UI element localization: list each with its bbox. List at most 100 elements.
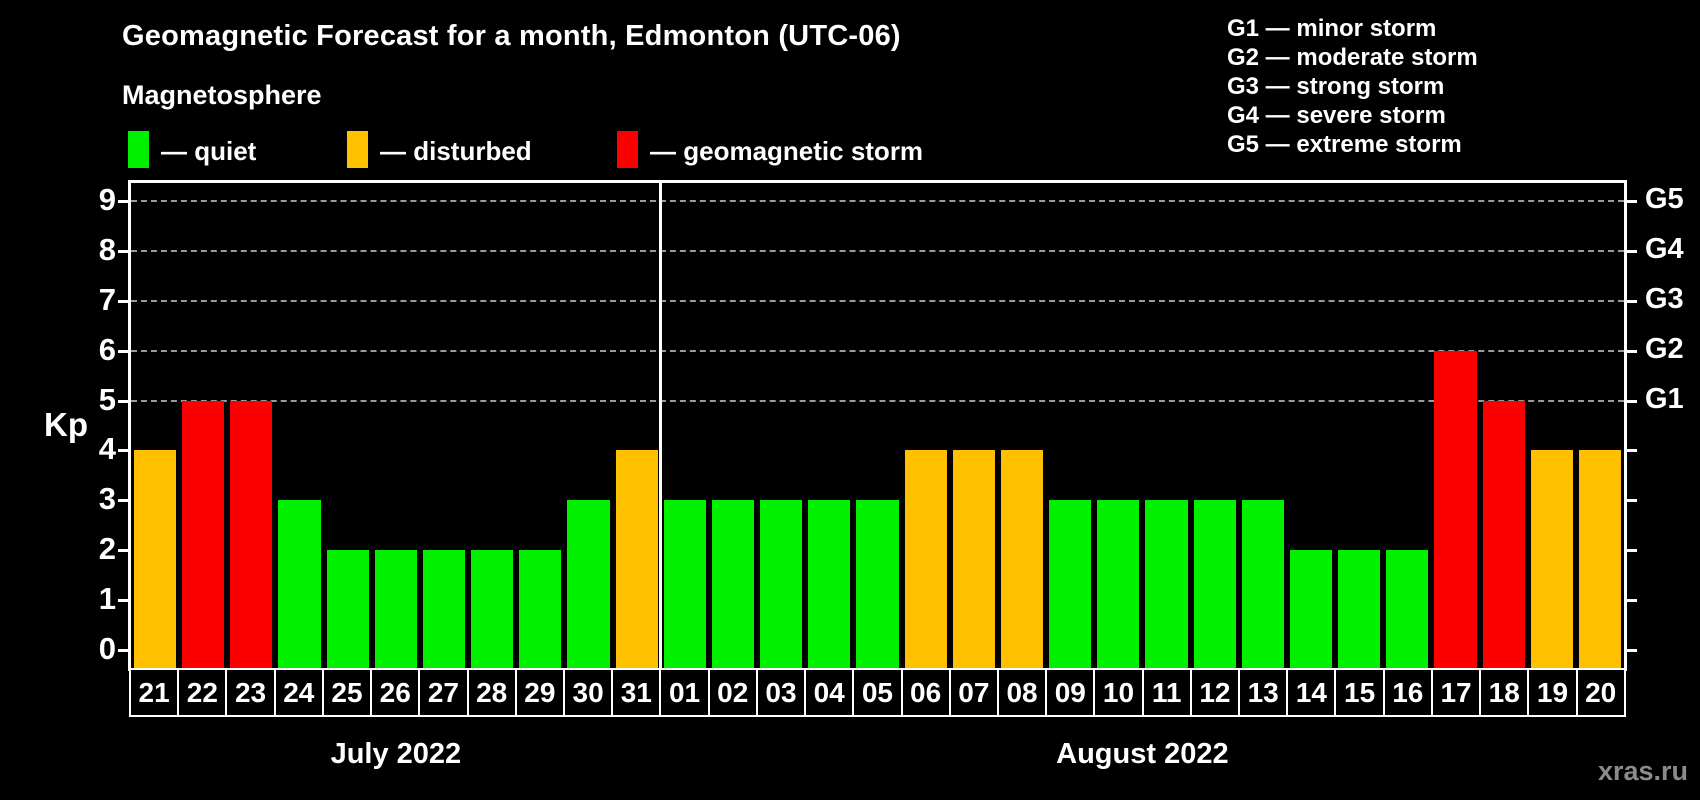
- legend-label-storm: — geomagnetic storm: [650, 136, 924, 166]
- day-cell-06: 06: [900, 668, 951, 717]
- bar-day-17: [1434, 350, 1477, 668]
- page-title: Geomagnetic Forecast for a month, Edmont…: [122, 20, 901, 52]
- bar-day-15: [1338, 550, 1381, 668]
- bar-day-18: [1482, 400, 1525, 668]
- magnetosphere-subtitle: Magnetosphere: [122, 80, 322, 110]
- gridline-kp-5: [131, 399, 1624, 402]
- left-tick-kp-1: [118, 599, 128, 603]
- bar-day-23: [230, 400, 273, 668]
- right-tick-kp-0: [1627, 649, 1637, 652]
- y-axis-title: Kp: [44, 406, 88, 443]
- bar-day-25: [326, 550, 369, 668]
- right-tick-kp-1: [1627, 599, 1637, 603]
- bar-day-01: [663, 500, 706, 668]
- day-cell-04: 04: [804, 668, 855, 717]
- bar-day-30: [567, 500, 610, 668]
- bar-day-19: [1530, 450, 1573, 668]
- bar-day-04: [808, 500, 851, 668]
- day-cell-29: 29: [514, 668, 565, 717]
- gridline-kp-6: [131, 349, 1624, 352]
- right-tick-kp-2: [1627, 549, 1637, 553]
- bar-day-03: [760, 500, 803, 668]
- right-tick-kp-5: [1627, 399, 1637, 403]
- day-cell-20: 20: [1575, 668, 1626, 717]
- day-axis-row: 21 22 23 24 25 26 27 28 29 30 31 01 02 03 04 05 06 07 08 09…: [129, 668, 1626, 717]
- day-cell-07: 07: [948, 668, 999, 717]
- gridline-kp-8: [131, 249, 1624, 252]
- g-legend-line-1: G1 — minor storm: [1227, 15, 1437, 42]
- kp-axis-label-2: 2: [98, 531, 116, 567]
- g-axis-label-G1: G1: [1645, 382, 1684, 415]
- left-tick-kp-6: [118, 349, 128, 353]
- right-tick-kp-3: [1627, 499, 1637, 503]
- legend-swatch-quiet: [128, 131, 149, 168]
- bar-day-08: [1000, 450, 1044, 668]
- day-cell-11: 11: [1141, 668, 1192, 717]
- kp-axis-label-6: 6: [98, 331, 116, 367]
- left-tick-kp-7: [118, 299, 128, 303]
- left-tick-kp-2: [118, 549, 128, 553]
- bar-day-27: [422, 550, 466, 668]
- kp-axis-label-1: 1: [98, 581, 116, 617]
- day-cell-01: 01: [659, 668, 710, 717]
- right-tick-kp-4: [1627, 449, 1637, 453]
- right-tick-kp-9: [1627, 199, 1637, 203]
- bar-day-06: [904, 450, 947, 668]
- day-cell-12: 12: [1189, 668, 1241, 717]
- bar-day-29: [519, 550, 562, 668]
- kp-axis-label-9: 9: [98, 181, 116, 217]
- g-axis-label-G3: G3: [1645, 282, 1684, 315]
- left-tick-kp-9: [118, 199, 128, 203]
- legend-swatch-disturbed: [347, 131, 368, 168]
- bar-day-02: [711, 500, 755, 668]
- g-axis-label-G4: G4: [1645, 232, 1684, 265]
- right-tick-kp-6: [1627, 349, 1637, 353]
- g-legend-line-3: G3 — strong storm: [1227, 73, 1445, 100]
- bar-day-16: [1386, 550, 1429, 668]
- g-legend-line-2: G2 — moderate storm: [1227, 44, 1478, 71]
- right-tick-kp-7: [1627, 299, 1637, 303]
- day-cell-09: 09: [1045, 668, 1096, 717]
- day-cell-25: 25: [321, 668, 373, 717]
- bar-day-13: [1241, 500, 1284, 668]
- g-scale-legend: G1 — minor storm G2 — moderate storm G3 — …: [1227, 14, 1478, 159]
- bar-day-20: [1578, 450, 1621, 668]
- day-cell-18: 18: [1479, 668, 1530, 717]
- bar-day-28: [471, 550, 514, 668]
- kp-axis-label-7: 7: [98, 281, 116, 317]
- day-cell-16: 16: [1382, 668, 1433, 717]
- g-axis-label-G2: G2: [1645, 332, 1684, 365]
- g-legend-line-5: G5 — extreme storm: [1227, 131, 1462, 158]
- day-cell-10: 10: [1093, 668, 1144, 717]
- kp-axis-label-3: 3: [98, 481, 116, 517]
- day-cell-02: 02: [707, 668, 758, 717]
- legend-swatch-storm: [617, 131, 638, 168]
- month-label-august-2022: August 2022: [1056, 738, 1229, 770]
- right-tick-kp-8: [1627, 249, 1637, 253]
- kp-axis-label-5: 5: [98, 381, 116, 417]
- left-tick-kp-4: [118, 449, 128, 453]
- day-cell-22: 22: [177, 668, 228, 717]
- bar-day-21: [134, 450, 177, 668]
- bar-day-11: [1145, 500, 1188, 668]
- kp-axis-label-0: 0: [98, 631, 116, 666]
- bar-day-14: [1289, 550, 1333, 668]
- day-cell-23: 23: [225, 668, 276, 717]
- bar-day-05: [856, 500, 899, 668]
- day-cell-26: 26: [370, 668, 421, 717]
- kp-axis-label-8: 8: [98, 231, 116, 267]
- bar-day-09: [1049, 500, 1092, 668]
- month-separator: [659, 183, 663, 668]
- day-cell-15: 15: [1334, 668, 1385, 717]
- watermark: xras.ru: [1597, 756, 1688, 786]
- day-cell-17: 17: [1430, 668, 1482, 717]
- day-cell-21: 21: [129, 668, 180, 717]
- bar-day-31: [615, 450, 658, 668]
- day-cell-03: 03: [755, 668, 807, 717]
- day-cell-05: 05: [852, 668, 903, 717]
- bar-day-26: [374, 550, 417, 668]
- day-cell-31: 31: [611, 668, 662, 717]
- day-cell-24: 24: [273, 668, 324, 717]
- month-label-july-2022: July 2022: [330, 738, 462, 770]
